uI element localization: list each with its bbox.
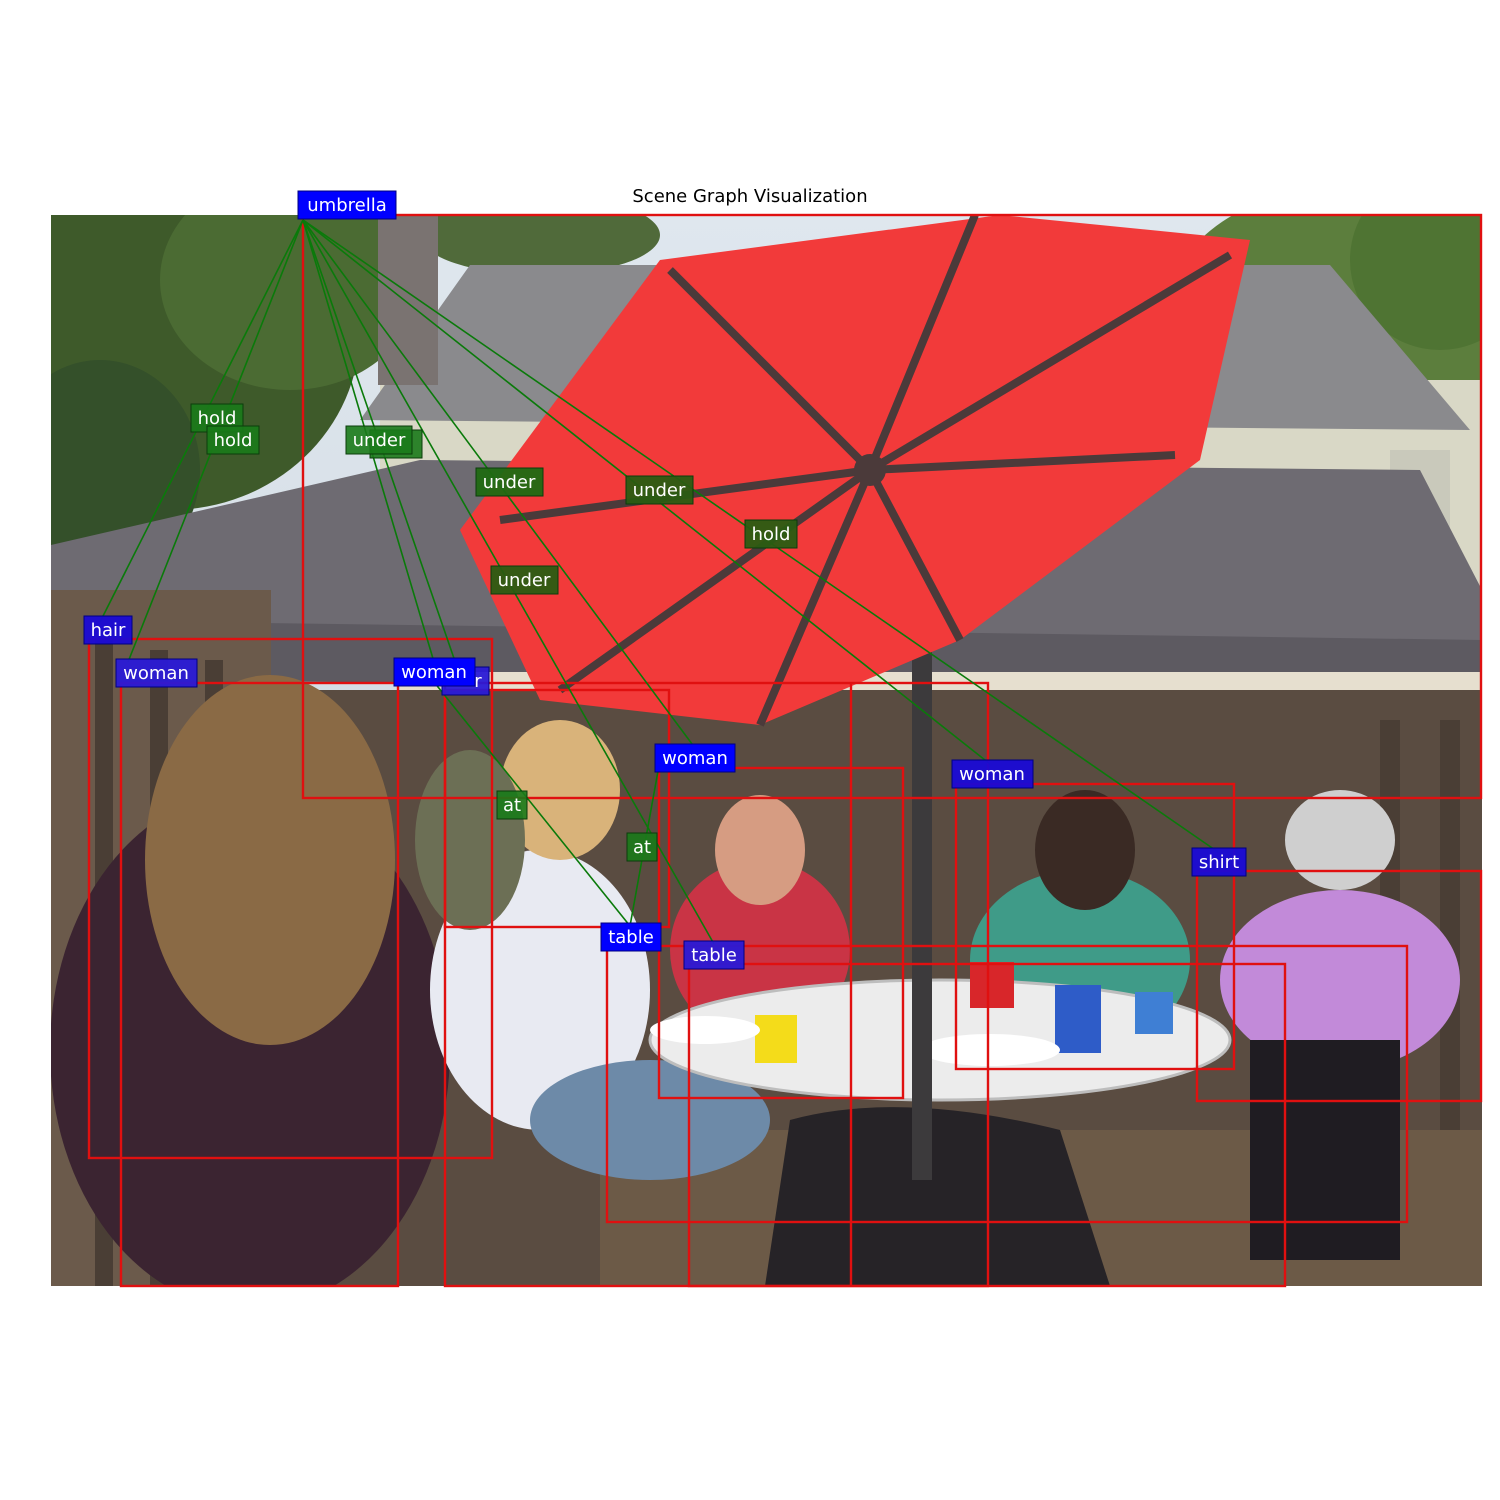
bbox-table-2 [687, 962, 1287, 1288]
bbox-umbrella [301, 213, 1483, 800]
relation-label-at-2: at [626, 832, 658, 862]
object-label-woman-1: woman [115, 658, 198, 688]
object-text: woman [401, 662, 467, 683]
object-label-shirt: shirt [1191, 847, 1247, 877]
object-label-table-2: table [683, 940, 745, 970]
object-text: table [608, 927, 654, 948]
relation-edges [99, 219, 1219, 945]
bbox-woman-back-left [119, 681, 400, 1288]
relation-label-under-2: under [345, 425, 413, 455]
relation-labels: hold hold under under under [190, 403, 798, 862]
relation-label-under-4: under [625, 475, 694, 505]
relation-label-at-1: at [496, 790, 528, 820]
bbox-hair [87, 637, 494, 1160]
object-label-hair: hair [83, 615, 133, 645]
object-label-woman-2: woman [393, 657, 476, 687]
bounding-boxes [87, 213, 1483, 1288]
relation-text: under [483, 472, 536, 493]
folding-chair [765, 1107, 1110, 1286]
relation-text: hold [214, 430, 253, 451]
relation-text: at [633, 837, 651, 858]
relation-text: under [353, 430, 406, 451]
object-text: hair [91, 620, 126, 641]
object-labels: umbrella hair woman r woman woman [83, 190, 1247, 970]
bbox-table-1 [605, 944, 1409, 1224]
relation-text: at [503, 795, 521, 816]
relation-text: under [633, 480, 686, 501]
relation-label-under-3: under [475, 467, 544, 497]
figure-title: Scene Graph Visualization [632, 186, 868, 207]
object-text: table [691, 945, 737, 966]
object-text: shirt [1199, 852, 1239, 873]
relation-label-hold-3: hold [744, 519, 798, 549]
object-text-partial: r [474, 671, 482, 692]
relation-text: under [498, 570, 551, 591]
object-label-woman-4: woman [951, 759, 1034, 789]
object-text: woman [662, 748, 728, 769]
object-label-umbrella: umbrella [297, 190, 397, 220]
object-text: woman [123, 663, 189, 684]
object-label-table-1: table [600, 922, 662, 952]
object-label-woman-3: woman [654, 743, 736, 773]
bbox-woman-teal [954, 782, 1236, 1071]
relation-text: hold [752, 524, 791, 545]
bbox-shirt [1195, 869, 1483, 1103]
object-text: woman [959, 764, 1025, 785]
people [51, 675, 1460, 1286]
object-text: umbrella [307, 195, 386, 216]
relation-text: hold [198, 408, 237, 429]
relation-label-under-5: under [490, 565, 559, 595]
photo [51, 215, 1482, 1286]
relation-label-hold-2: hold [206, 425, 260, 455]
bbox-hair-white [443, 688, 671, 929]
edge-woman-at [433, 681, 631, 927]
